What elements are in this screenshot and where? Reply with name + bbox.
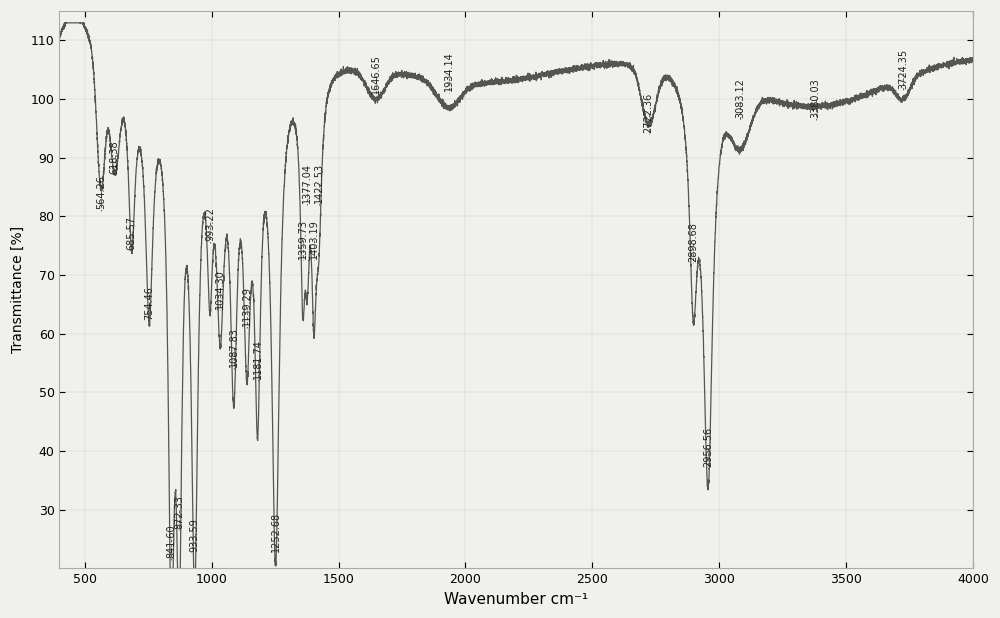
Text: 1139.29: 1139.29 bbox=[242, 286, 252, 326]
X-axis label: Wavenumber cm⁻¹: Wavenumber cm⁻¹ bbox=[444, 592, 588, 607]
Text: 1181.74: 1181.74 bbox=[253, 339, 263, 379]
Text: 1646.65: 1646.65 bbox=[371, 54, 381, 95]
Text: 1252.68: 1252.68 bbox=[271, 512, 281, 552]
Text: 2956.56: 2956.56 bbox=[703, 427, 713, 467]
Y-axis label: Transmittance [%]: Transmittance [%] bbox=[11, 226, 25, 353]
Text: 3380.03: 3380.03 bbox=[811, 78, 821, 118]
Text: 1087.83: 1087.83 bbox=[229, 328, 239, 367]
Text: 564.26: 564.26 bbox=[96, 175, 106, 209]
Text: 933.59: 933.59 bbox=[190, 519, 200, 552]
Text: 1377.04: 1377.04 bbox=[302, 163, 312, 203]
Text: 1359.73: 1359.73 bbox=[298, 219, 308, 259]
Text: 685.57: 685.57 bbox=[127, 216, 137, 250]
Text: 993.22: 993.22 bbox=[205, 207, 215, 241]
Text: 2722.36: 2722.36 bbox=[644, 92, 654, 132]
Text: 754.46: 754.46 bbox=[144, 286, 154, 320]
Text: 1034.30: 1034.30 bbox=[215, 269, 225, 308]
Text: 1934.14: 1934.14 bbox=[444, 52, 454, 91]
Text: 618.38: 618.38 bbox=[110, 140, 120, 174]
Text: 1403.19: 1403.19 bbox=[309, 219, 319, 259]
Text: 1422.53: 1422.53 bbox=[314, 163, 324, 203]
Text: 3083.12: 3083.12 bbox=[735, 78, 745, 118]
Text: 2898.68: 2898.68 bbox=[688, 222, 698, 261]
Text: 872.33: 872.33 bbox=[174, 494, 184, 528]
Text: 841.60: 841.60 bbox=[166, 524, 176, 558]
Text: 3724.35: 3724.35 bbox=[898, 48, 908, 88]
